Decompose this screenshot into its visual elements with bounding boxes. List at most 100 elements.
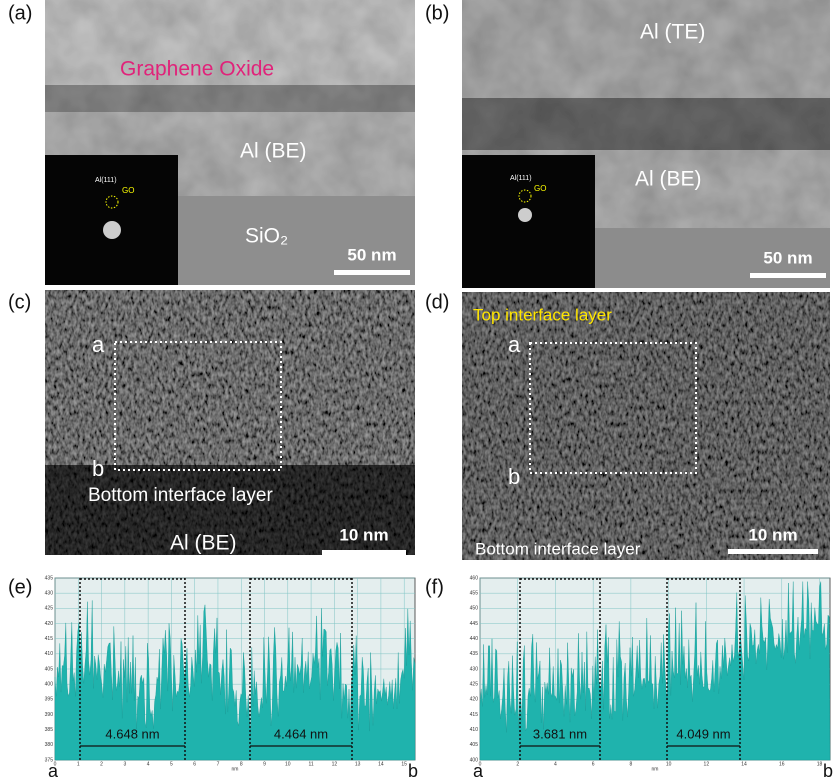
figure: Al(111) GO Graphene Oxide Al (BE) SiO₂ 5… — [0, 0, 833, 779]
profile-end: b — [408, 761, 418, 779]
panel-b: Al(111) GO Al (TE) Al (BE) 50 nm (b) — [425, 0, 830, 288]
annotation: Top interface layer — [473, 305, 612, 324]
inset-label: GO — [534, 184, 546, 193]
y-tick-label: 435 — [470, 651, 479, 657]
y-tick-label: 415 — [470, 712, 479, 718]
panel-label: (b) — [425, 2, 449, 24]
x-tick-label: 6 — [592, 761, 595, 767]
y-tick-label: 410 — [470, 727, 479, 733]
y-tick-label: 420 — [45, 621, 54, 627]
diffraction — [103, 221, 121, 239]
x-tick-label: 12 — [704, 761, 710, 767]
region-label: Al (BE) — [170, 532, 237, 555]
panel-d: Top interface layer a b Bottom interface… — [425, 291, 830, 560]
spacing-label: 3.681 nm — [533, 726, 587, 741]
image-region — [45, 290, 415, 465]
x-tick-label: 13 — [355, 761, 361, 767]
y-tick-label: 430 — [45, 590, 54, 596]
x-tick-label: 7 — [217, 761, 220, 767]
box-label: a — [92, 332, 105, 357]
y-tick-label: 420 — [470, 697, 479, 703]
scale-label: 50 nm — [763, 248, 812, 267]
panel-label: (d) — [425, 291, 449, 313]
x-tick-label: 15 — [401, 761, 407, 767]
y-tick-label: 405 — [470, 742, 479, 748]
x-tick-label: 2 — [516, 761, 519, 767]
scale-label: 10 nm — [748, 525, 797, 544]
spacing-label: 4.464 nm — [274, 726, 328, 741]
inset — [45, 155, 178, 285]
profiles: 4354304254204154104054003953903853803750… — [8, 575, 833, 779]
x-tick-label: 8 — [240, 761, 243, 767]
inset-label: Al(111) — [95, 177, 117, 184]
y-tick-label: 415 — [45, 636, 54, 642]
y-tick-label: 445 — [470, 621, 479, 627]
spacing-label: 4.648 nm — [105, 726, 159, 741]
inset-label: GO — [122, 186, 134, 195]
profile-end: b — [823, 761, 833, 779]
x-axis-label: nm — [232, 766, 239, 772]
spacing-label: 4.049 nm — [676, 726, 730, 741]
x-tick-label: 5 — [170, 761, 173, 767]
annotation: Graphene Oxide — [120, 58, 274, 81]
y-tick-label: 395 — [45, 697, 54, 703]
panel-a: Al(111) GO Graphene Oxide Al (BE) SiO₂ 5… — [8, 0, 415, 285]
x-tick-label: 2 — [100, 761, 103, 767]
x-axis-label: nm — [652, 766, 659, 772]
region-label: Al (BE) — [635, 168, 702, 191]
x-tick-label: 18 — [817, 761, 823, 767]
y-tick-label: 380 — [45, 742, 54, 748]
y-tick-label: 430 — [470, 666, 479, 672]
y-tick-label: 405 — [45, 666, 54, 672]
x-tick-label: 9 — [263, 761, 266, 767]
y-tick-label: 425 — [470, 681, 479, 687]
region-label: Bottom interface layer — [475, 539, 641, 558]
profile-start: a — [48, 761, 59, 779]
box-label: b — [508, 464, 520, 489]
x-tick-label: 4 — [147, 761, 150, 767]
y-tick-label: 450 — [470, 606, 479, 612]
profile-start: a — [473, 761, 484, 779]
diffraction — [518, 208, 532, 222]
x-tick-label: 6 — [193, 761, 196, 767]
scale-bar — [728, 549, 818, 554]
x-tick-label: 10 — [666, 761, 672, 767]
y-tick-label: 400 — [45, 681, 54, 687]
region-label: Al (TE) — [640, 21, 705, 44]
x-tick-label: 16 — [779, 761, 785, 767]
x-tick-label: 10 — [285, 761, 291, 767]
y-tick-label: 460 — [470, 575, 479, 581]
scale-label: 10 nm — [339, 525, 388, 544]
scale-bar — [334, 270, 410, 275]
x-tick-label: 14 — [741, 761, 747, 767]
x-tick-label: 14 — [378, 761, 384, 767]
panel-label: (a) — [8, 2, 32, 24]
inset-label: Al(111) — [510, 175, 532, 182]
x-tick-label: 8 — [629, 761, 632, 767]
scale-bar — [750, 273, 826, 278]
scale-label: 50 nm — [347, 245, 396, 264]
box-label: a — [508, 332, 521, 357]
panel-label: (e) — [8, 576, 32, 598]
x-tick-label: 11 — [308, 761, 313, 767]
x-tick-label: 12 — [332, 761, 338, 767]
x-tick-label: 3 — [123, 761, 126, 767]
y-tick-label: 410 — [45, 651, 54, 657]
y-tick-label: 455 — [470, 590, 479, 596]
region-label: Bottom interface layer — [88, 485, 273, 506]
y-tick-label: 425 — [45, 606, 54, 612]
image-region — [45, 85, 415, 115]
y-tick-label: 385 — [45, 727, 54, 733]
region-label: Al (BE) — [240, 140, 307, 163]
panel-label: (c) — [8, 291, 31, 313]
x-tick-label: 1 — [77, 761, 80, 767]
x-tick-label: 4 — [554, 761, 557, 767]
box-label: b — [92, 456, 104, 481]
panel-label: (f) — [425, 576, 444, 598]
scale-bar — [322, 550, 406, 555]
y-tick-label: 435 — [45, 575, 54, 581]
region-label: SiO₂ — [245, 225, 288, 248]
y-tick-label: 390 — [45, 712, 54, 718]
image-region — [462, 0, 830, 100]
panel-c: a b Bottom interface layer Al (BE) 10 nm… — [8, 290, 415, 555]
